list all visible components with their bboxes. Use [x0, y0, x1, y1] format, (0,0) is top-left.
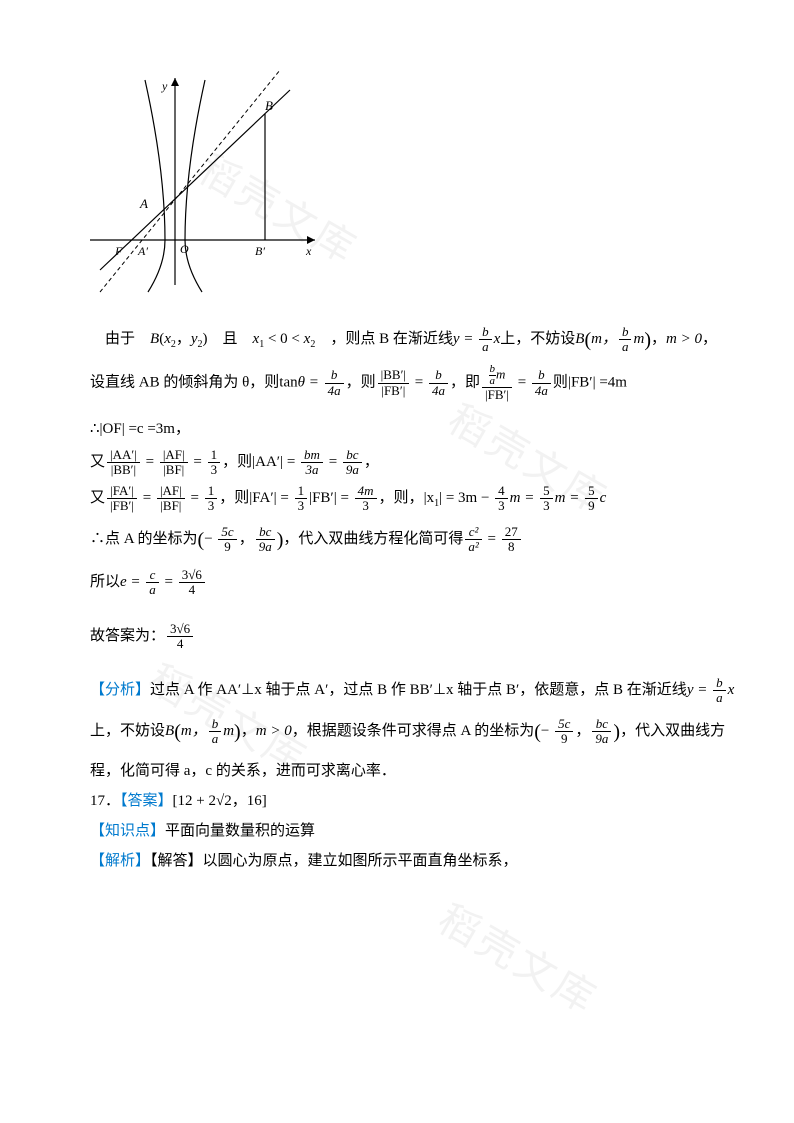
solution-line-4: 又|AA′||BB′| = |AF||BF| = 13，则|AA′| = bm3… — [90, 444, 704, 480]
axis-y-label: y — [161, 79, 168, 93]
point-b-label: B — [265, 98, 273, 113]
q17-answer: 17．【答案】[12 + 2√2，16] — [90, 786, 704, 816]
point-f-label: F — [114, 244, 123, 258]
origin-label: O — [180, 242, 189, 256]
analysis-line-3: 程，化简可得 a，c 的关系，进而可求离心率． — [90, 756, 704, 786]
solution-answer: 故答案为：3√64 — [90, 618, 704, 654]
solution-line-3: ∴|OF| =c =3m， — [90, 414, 704, 444]
analysis-line-2: 上，不妨设B(m，bam)，m > 0，根据题设条件可求得点 A 的坐标为(− … — [90, 708, 704, 756]
hyperbola-diagram: y x O B A F A′ B′ — [90, 70, 704, 306]
solution-line-1: 由于 B(x2，y2) 且 x1 < 0 < x2 ，则点 B 在渐近线y = … — [90, 316, 704, 364]
point-bprime-label: B′ — [255, 244, 265, 258]
solution-line-2: 设直线 AB 的倾斜角为 θ，则tanθ = b4a，则|BB′||FB′| =… — [90, 364, 704, 402]
point-a-label: A — [139, 196, 148, 211]
q17-knowledge: 【知识点】平面向量数量积的运算 — [90, 816, 704, 846]
watermark: 稻壳文库 — [422, 881, 614, 1038]
solution-line-6: ∴点 A 的坐标为(− 5c9，bc9a)，代入双曲线方程化简可得c²a² = … — [90, 516, 704, 564]
solution-line-5: 又|FA′||FB′| = |AF||BF| = 13，则|FA′| = 13|… — [90, 480, 704, 516]
q17-solution: 【解析】【解答】以圆心为原点，建立如图所示平面直角坐标系， — [90, 846, 704, 876]
solution-line-7: 所以e = ca = 3√64 — [90, 564, 704, 600]
point-aprime-label: A′ — [137, 244, 148, 258]
analysis-line-1: 【分析】过点 A 作 AA′⊥x 轴于点 A′，过点 B 作 BB′⊥x 轴于点… — [90, 672, 704, 708]
axis-x-label: x — [305, 244, 312, 258]
